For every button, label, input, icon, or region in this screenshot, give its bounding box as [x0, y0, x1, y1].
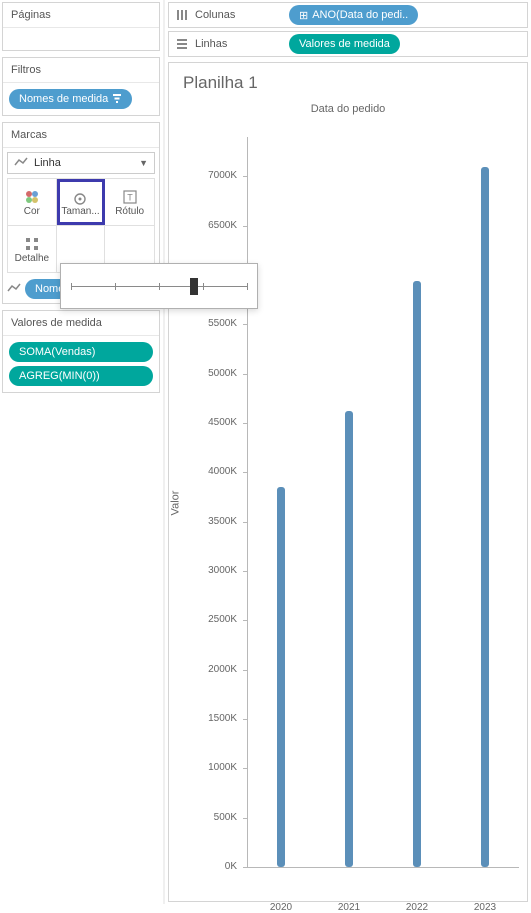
chart-subtitle: Data do pedido — [169, 103, 527, 115]
marks-size-button[interactable]: Taman... — [57, 179, 106, 225]
line-icon — [14, 157, 28, 170]
y-tick — [243, 423, 247, 424]
marks-detail-button[interactable]: Detalhe — [8, 226, 57, 272]
y-tick-label: 4000K — [197, 466, 237, 477]
y-tick-label: 4500K — [197, 417, 237, 428]
measures-panel-header: Valores de medida — [3, 311, 159, 336]
y-tick-label: 7000K — [197, 170, 237, 181]
y-tick-label: 3500K — [197, 516, 237, 527]
y-tick-label: 500K — [197, 812, 237, 823]
chart-bar[interactable] — [345, 411, 353, 867]
filter-pill-measure-names[interactable]: Nomes de medida — [9, 89, 132, 109]
y-tick-label: 2000K — [197, 664, 237, 675]
marks-size-label: Taman... — [61, 206, 99, 217]
y-tick-label: 6500K — [197, 220, 237, 231]
chart-plot: 0K500K1000K1500K2000K2500K3000K3500K4000… — [205, 137, 519, 895]
pill-label: ANO(Data do pedi.. — [312, 9, 408, 21]
size-icon — [71, 188, 89, 206]
measures-panel-body[interactable]: SOMA(Vendas) AGREG(MIN(0)) — [3, 336, 159, 392]
path-icon — [7, 280, 21, 298]
chart-bar[interactable] — [481, 167, 489, 867]
measure-pill-agg-min0[interactable]: AGREG(MIN(0)) — [9, 366, 153, 386]
y-tick — [243, 719, 247, 720]
y-tick-label: 1500K — [197, 713, 237, 724]
y-tick — [243, 768, 247, 769]
pill-label: AGREG(MIN(0)) — [19, 370, 100, 382]
panel-separator — [163, 0, 165, 904]
y-tick-label: 5500K — [197, 318, 237, 329]
slider-tick — [247, 283, 248, 290]
filter-icon — [112, 93, 122, 106]
chart-bar[interactable] — [413, 281, 421, 867]
y-axis-line — [247, 137, 248, 867]
rows-icon — [175, 37, 189, 51]
y-tick — [243, 176, 247, 177]
filters-panel-body[interactable]: Nomes de medida — [3, 83, 159, 115]
chart-bar[interactable] — [277, 487, 285, 867]
x-axis-line — [247, 867, 519, 868]
pill-label: Valores de medida — [299, 38, 390, 50]
y-tick — [243, 522, 247, 523]
slider-tick — [159, 283, 160, 290]
pill-label: Nomes de medida — [19, 93, 108, 105]
y-tick-label: 1000K — [197, 762, 237, 773]
label-icon: T — [123, 188, 137, 206]
detail-icon — [25, 235, 39, 253]
measures-panel: Valores de medida SOMA(Vendas) AGREG(MIN… — [2, 310, 160, 393]
filters-panel-header: Filtros — [3, 58, 159, 83]
y-tick — [243, 867, 247, 868]
pages-panel-body[interactable] — [3, 28, 159, 50]
marks-detail-label: Detalhe — [15, 253, 49, 264]
slider-track[interactable] — [71, 286, 247, 287]
filters-panel: Filtros Nomes de medida — [2, 57, 160, 116]
y-tick — [243, 374, 247, 375]
dropdown-caret-icon: ▼ — [139, 158, 148, 168]
marks-label-button[interactable]: T Rótulo — [105, 179, 154, 225]
color-icon — [24, 188, 40, 206]
y-tick — [243, 226, 247, 227]
marks-type-dropdown[interactable]: Linha ▼ — [7, 152, 155, 174]
svg-text:T: T — [127, 192, 133, 202]
y-axis-label: Valor — [169, 491, 181, 516]
y-tick — [243, 472, 247, 473]
chart-title[interactable]: Planilha 1 — [169, 63, 527, 97]
marks-color-button[interactable]: Cor — [8, 179, 57, 225]
plus-icon: ⊞ — [299, 9, 308, 22]
chart-area: Planilha 1 Data do pedido 0K500K1000K150… — [168, 62, 528, 902]
rows-shelf[interactable]: Linhas Valores de medida — [168, 31, 528, 57]
slider-tick — [115, 283, 116, 290]
y-tick-label: 5000K — [197, 368, 237, 379]
columns-label: Colunas — [195, 9, 289, 21]
columns-pill-year[interactable]: ⊞ ANO(Data do pedi.. — [289, 5, 418, 25]
pill-label: SOMA(Vendas) — [19, 346, 95, 358]
marks-label-label: Rótulo — [115, 206, 144, 217]
pages-panel-header: Páginas — [3, 3, 159, 28]
y-tick — [243, 571, 247, 572]
marks-color-label: Cor — [24, 206, 40, 217]
rows-pill-measure-values[interactable]: Valores de medida — [289, 34, 400, 54]
columns-shelf[interactable]: Colunas ⊞ ANO(Data do pedi.. — [168, 2, 528, 28]
rows-label: Linhas — [195, 38, 289, 50]
y-tick — [243, 818, 247, 819]
y-tick — [243, 324, 247, 325]
left-sidebar: Páginas Filtros Nomes de medida Marcas L… — [2, 2, 160, 399]
slider-tick — [203, 283, 204, 290]
marks-grid-row1: Cor Taman... T Rótulo — [7, 178, 155, 226]
y-tick-label: 3000K — [197, 565, 237, 576]
pages-panel: Páginas — [2, 2, 160, 51]
y-tick-label: 0K — [197, 861, 237, 872]
measure-pill-sum-sales[interactable]: SOMA(Vendas) — [9, 342, 153, 362]
y-tick-label: 2500K — [197, 614, 237, 625]
y-tick — [243, 620, 247, 621]
size-slider-popup[interactable] — [60, 263, 258, 309]
marks-panel-header: Marcas — [3, 123, 159, 148]
y-tick — [243, 670, 247, 671]
columns-icon — [175, 8, 189, 22]
top-shelves: Colunas ⊞ ANO(Data do pedi.. Linhas Valo… — [168, 2, 528, 60]
slider-tick — [71, 283, 72, 290]
slider-thumb[interactable] — [190, 278, 198, 295]
marks-type-label: Linha — [34, 157, 61, 169]
